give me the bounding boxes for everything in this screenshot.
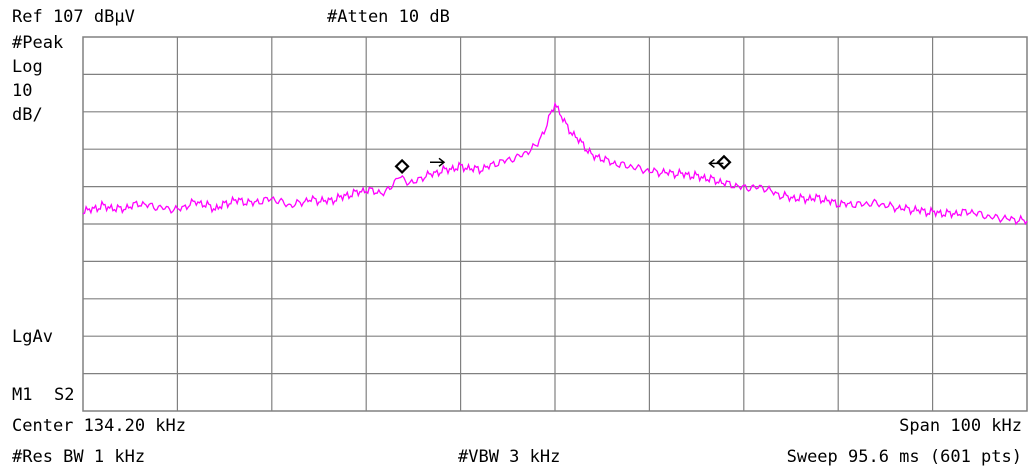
marker-arrows <box>430 157 724 168</box>
trace-line <box>82 101 1028 226</box>
vbw-label: #VBW 3 kHz <box>458 447 561 467</box>
marker-mode-m1-label: M1 <box>12 385 33 405</box>
marker-diamond <box>716 154 732 170</box>
grid <box>83 37 1027 411</box>
scale-unit-label: dB/ <box>12 105 43 125</box>
markers <box>394 154 732 174</box>
scale-value-label: 10 <box>12 81 33 101</box>
detector-label: #Peak <box>12 33 64 53</box>
sweep-label: Sweep 95.6 ms (601 pts) <box>786 447 1022 467</box>
span-label: Span 100 kHz <box>899 416 1022 436</box>
marker-diamond <box>394 158 410 174</box>
arrow-left-icon <box>708 158 724 168</box>
ref-level-label: Ref 107 dBµV <box>12 7 135 27</box>
averaging-label: LgAv <box>12 327 53 347</box>
scale-type-label: Log <box>12 57 43 77</box>
res-bw-label: #Res BW 1 kHz <box>12 447 146 467</box>
center-frequency-label: Center 134.20 kHz <box>12 416 186 436</box>
arrow-right-icon <box>430 157 446 167</box>
marker-mode-s2-label: S2 <box>54 385 75 405</box>
attenuation-label: #Atten 10 dB <box>327 7 450 27</box>
